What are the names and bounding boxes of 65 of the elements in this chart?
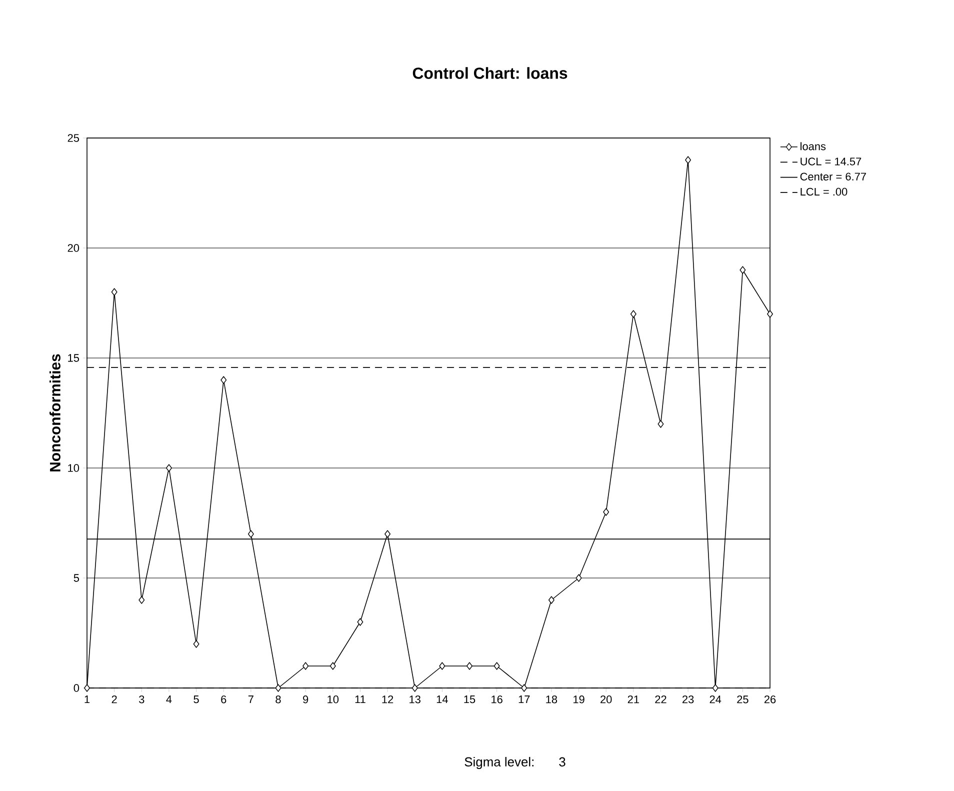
point — [330, 662, 336, 670]
chart-title: Control Chart: loans — [412, 67, 568, 79]
point — [685, 156, 692, 164]
legend-label: UCL = 14.57 — [800, 158, 862, 166]
x-tick-label: 15 — [464, 696, 476, 704]
point — [548, 596, 554, 604]
x-tick-label: 2 — [112, 696, 117, 704]
x-tick-label: 24 — [710, 696, 722, 704]
x-tick-label: 8 — [276, 696, 281, 704]
point — [138, 596, 145, 604]
point — [193, 640, 200, 648]
x-tick-label: 13 — [410, 696, 420, 704]
point — [658, 420, 664, 428]
legend-label: LCL = .00 — [800, 188, 848, 196]
x-tick-label: 21 — [628, 696, 639, 704]
y-tick-label: 10 — [68, 464, 80, 472]
x-tick-label: 9 — [303, 696, 308, 704]
x-tick-label: 14 — [436, 696, 448, 704]
y-tick-label: 20 — [68, 244, 80, 252]
x-tick-label: 17 — [518, 696, 530, 704]
point — [603, 508, 610, 516]
x-tick-label: 5 — [194, 696, 199, 704]
x-tick-label: 10 — [328, 696, 339, 704]
point — [384, 530, 390, 538]
point — [275, 684, 282, 692]
point — [357, 618, 364, 626]
point — [84, 684, 90, 692]
legend-label: loans — [800, 142, 826, 150]
x-tick-label: 20 — [600, 696, 612, 704]
point — [521, 684, 528, 692]
point — [712, 684, 718, 692]
x-tick-label: 6 — [221, 696, 226, 704]
x-tick-label: 25 — [737, 696, 748, 704]
x-tick-label: 12 — [382, 696, 394, 704]
x-tick-label: 22 — [655, 696, 666, 704]
x-tick-label: 18 — [546, 696, 558, 704]
x-tick-label: 3 — [139, 696, 144, 704]
point — [111, 288, 118, 296]
point — [220, 376, 227, 384]
x-tick-label: 7 — [248, 696, 254, 704]
y-tick-label: 0 — [74, 684, 80, 692]
point — [767, 310, 773, 318]
y-axis-title: Nonconformities — [49, 354, 60, 472]
text: Sigma level: 3 — [464, 756, 566, 770]
x-tick-label: 19 — [574, 696, 584, 704]
x-tick-label: 26 — [764, 696, 776, 704]
point — [630, 310, 636, 318]
point — [439, 662, 446, 670]
point — [576, 574, 582, 582]
y-tick-label: 15 — [68, 354, 80, 362]
point — [248, 530, 254, 538]
point — [494, 662, 500, 670]
y-tick-label: 5 — [74, 574, 80, 582]
x-tick-label: 1 — [84, 696, 90, 704]
y-tick-label: 25 — [68, 134, 80, 142]
legend-label: Center = 6.77 — [800, 172, 866, 180]
x-tick-label: 11 — [355, 696, 366, 704]
point — [412, 684, 418, 692]
x-tick-label: 16 — [492, 696, 502, 704]
point — [466, 662, 472, 670]
x-tick-label: 4 — [166, 696, 172, 704]
point — [302, 662, 309, 670]
point — [740, 266, 746, 274]
x-tick-label: 23 — [682, 696, 694, 704]
point — [166, 464, 172, 472]
